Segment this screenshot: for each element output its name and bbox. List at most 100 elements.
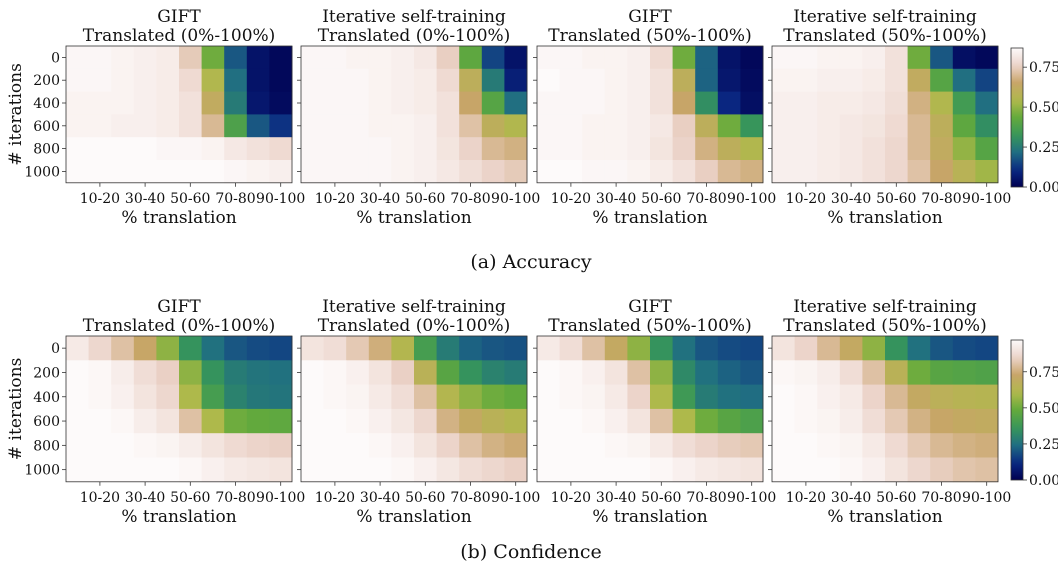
- heatmap-cell: [772, 408, 795, 434]
- heatmap-cell: [323, 384, 347, 410]
- heatmap-cell: [862, 433, 886, 458]
- heatmap-cell: [717, 336, 741, 361]
- heatmap-cell: [179, 433, 202, 458]
- heatmap-cell: [346, 137, 370, 161]
- heatmap-cell: [907, 336, 931, 361]
- heatmap-cell: [66, 160, 89, 184]
- heatmap-cell: [695, 408, 719, 434]
- heatmap-cell: [246, 433, 270, 458]
- heatmap-cell: [772, 433, 795, 458]
- colorbar-tick-label: 0.00: [1029, 180, 1058, 196]
- heatmap-cell: [839, 137, 863, 161]
- heatmap-cell: [459, 91, 483, 115]
- heatmap-cell: [582, 91, 606, 115]
- heatmap-cell: [224, 137, 248, 161]
- heatmap-cell: [559, 91, 583, 115]
- heatmap-cell: [504, 114, 528, 138]
- heatmap-cell: [817, 360, 841, 385]
- heatmap-cell: [885, 433, 908, 458]
- heatmap-cell: [717, 457, 741, 483]
- heatmap-cell: [156, 46, 180, 70]
- heatmap-cell: [740, 46, 764, 70]
- heatmap-cell: [695, 384, 719, 410]
- panel-frame: [536, 335, 764, 483]
- heatmap-cell: [66, 114, 89, 138]
- heatmap-cell: [772, 91, 795, 115]
- heatmap-cell: [627, 408, 651, 434]
- x-tick-label: 90-100: [727, 490, 776, 506]
- panel-title: GIFT: [628, 297, 672, 317]
- x-tick-label: 50-60: [876, 490, 916, 506]
- x-tick-label: 10-20: [315, 490, 355, 506]
- panel-frame: [771, 45, 999, 184]
- heatmap-cell: [368, 408, 392, 434]
- heatmap-cell: [862, 137, 886, 161]
- heatmap-cell: [975, 160, 999, 184]
- heatmap-cell: [481, 68, 505, 92]
- heatmap-cell: [717, 91, 741, 115]
- heatmap-cell: [717, 360, 741, 385]
- x-tick-label: 50-60: [170, 191, 210, 207]
- heatmap-cell: [201, 46, 225, 70]
- heatmap-cell: [156, 336, 180, 361]
- heatmap-cell: [794, 46, 818, 70]
- heatmap-cell: [717, 46, 741, 70]
- heatmap-cell: [301, 46, 324, 70]
- heatmap-cell: [133, 160, 157, 184]
- heatmap-cell: [672, 360, 696, 385]
- heatmap-cell: [269, 433, 293, 458]
- heatmap-cell: [695, 360, 719, 385]
- heatmap-cell: [368, 114, 392, 138]
- heatmap-cell: [156, 114, 180, 138]
- heatmap-cell: [504, 91, 528, 115]
- heatmap-cell: [627, 384, 651, 410]
- heatmap-cell: [201, 160, 225, 184]
- heatmap-cell: [323, 114, 347, 138]
- heatmap-cell: [839, 46, 863, 70]
- heatmap-cell: [246, 384, 270, 410]
- heatmap-cell: [246, 68, 270, 92]
- heatmap-cell: [604, 46, 628, 70]
- heatmap-cell: [862, 457, 886, 483]
- heatmap-cell: [201, 408, 225, 434]
- heatmap-cell: [391, 46, 415, 70]
- heatmap-cell: [459, 137, 483, 161]
- heatmap-cell: [88, 68, 112, 92]
- heatmap-cell: [559, 46, 583, 70]
- heatmap-cell: [246, 114, 270, 138]
- heatmap-cell: [346, 160, 370, 184]
- heatmap-cell: [952, 91, 976, 115]
- heatmap-cell: [975, 384, 999, 410]
- heatmap-cell: [907, 384, 931, 410]
- heatmap-cell: [839, 433, 863, 458]
- panel-frame: [65, 45, 293, 184]
- heatmap-cell: [650, 91, 673, 115]
- heatmap-cell: [224, 91, 248, 115]
- heatmap-cell: [323, 457, 347, 483]
- heatmap-cell: [537, 114, 560, 138]
- heatmap-cell: [201, 360, 225, 385]
- colorbar-tick-label: 0.00: [1029, 473, 1058, 489]
- heatmap-cell: [537, 46, 560, 70]
- heatmap-cell: [504, 457, 528, 483]
- heatmap-cell: [346, 68, 370, 92]
- x-tick-label: 50-60: [405, 191, 445, 207]
- heatmap-cell: [414, 408, 437, 434]
- heatmap-cell: [179, 408, 202, 434]
- heatmap-cell: [650, 160, 673, 184]
- heatmap-cell: [88, 46, 112, 70]
- heatmap-cell: [269, 114, 293, 138]
- heatmap-cell: [224, 433, 248, 458]
- x-tick-label: 50-60: [405, 490, 445, 506]
- heatmap-cell: [537, 137, 560, 161]
- heatmap-cell: [301, 160, 324, 184]
- heatmap-cell: [975, 68, 999, 92]
- heatmap-cell: [559, 160, 583, 184]
- heatmap-cell: [133, 137, 157, 161]
- heatmap-cell: [930, 160, 954, 184]
- heatmap-cell: [952, 160, 976, 184]
- heatmap-cell: [559, 408, 583, 434]
